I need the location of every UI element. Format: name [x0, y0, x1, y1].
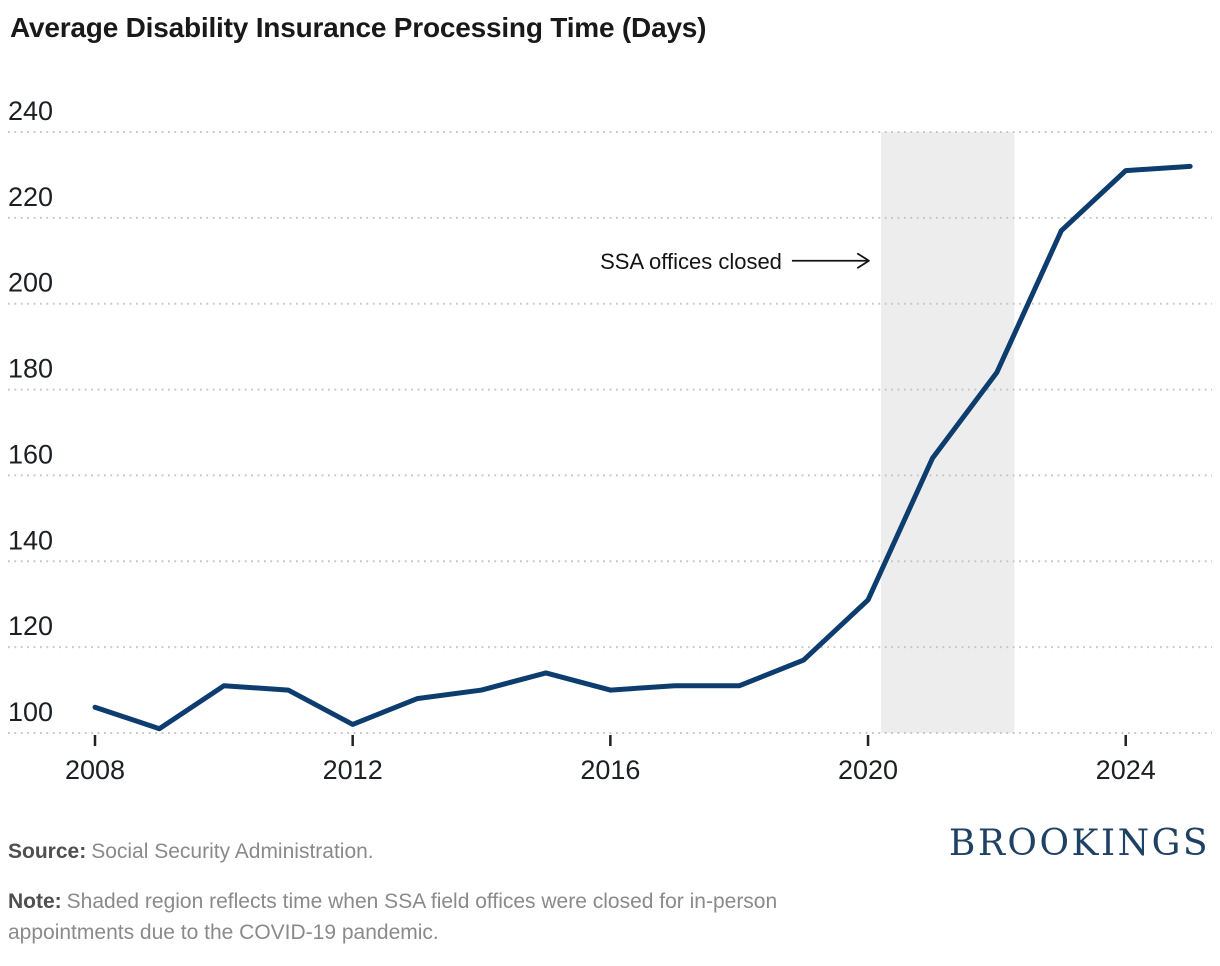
note-label: Note: — [8, 890, 62, 913]
annotation-label: SSA offices closed — [600, 249, 782, 274]
y-tick-label-200: 200 — [8, 268, 53, 298]
y-tick-label-160: 160 — [8, 439, 53, 469]
y-tick-label-220: 220 — [8, 182, 53, 212]
x-tick-label-2016: 2016 — [580, 755, 640, 785]
x-tick-label-2012: 2012 — [323, 755, 383, 785]
y-tick-label-180: 180 — [8, 354, 53, 384]
y-tick-label-120: 120 — [8, 611, 53, 641]
source-line: Source: Social Security Administration. — [8, 840, 374, 864]
y-tick-label-100: 100 — [8, 697, 53, 727]
annotation-arrow-head-icon — [857, 252, 870, 269]
y-tick-label-140: 140 — [8, 525, 53, 555]
x-tick-label-2024: 2024 — [1096, 755, 1156, 785]
x-tick-label-2008: 2008 — [65, 755, 125, 785]
source-text: Social Security Administration. — [91, 840, 374, 863]
shaded-region-offices-closed — [880, 131, 1015, 733]
brookings-logo: BROOKINGS — [948, 823, 1210, 864]
y-tick-label-240: 240 — [8, 96, 53, 126]
processing-time-line — [92, 163, 1193, 732]
source-label: Source: — [8, 840, 87, 863]
chart-title: Average Disability Insurance Processing … — [10, 12, 707, 43]
x-tick-label-2020: 2020 — [838, 755, 898, 785]
line-chart: 240 220 200 180 160 140 120 100 2008 2012 2016 2020… — [8, 96, 1212, 785]
note-line: Note: Shaded region reflects time when SS… — [8, 886, 888, 948]
note-text: Shaded region reflects time when SSA fie… — [8, 890, 778, 944]
